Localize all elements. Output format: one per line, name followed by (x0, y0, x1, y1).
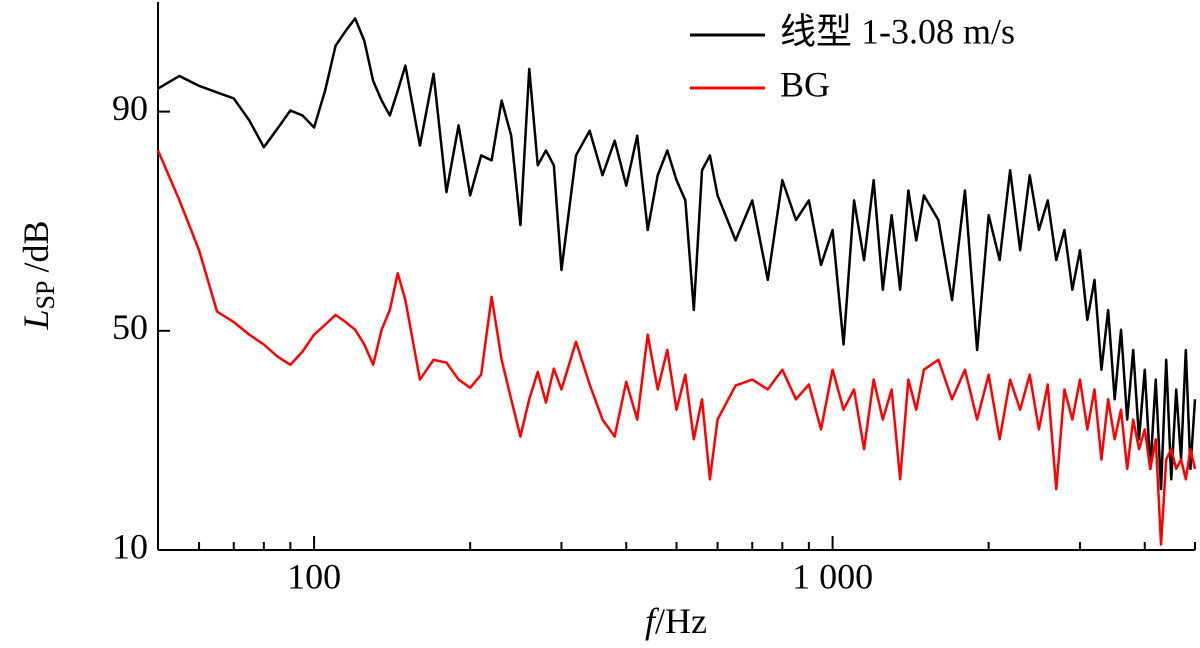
y-label-unit: /dB (16, 221, 56, 273)
legend-label: BG (780, 64, 830, 104)
y-label-subscript: SP (31, 281, 60, 310)
y-tick-label: 90 (112, 88, 148, 128)
x-label-unit: /Hz (655, 601, 707, 641)
y-tick-label: 10 (112, 526, 148, 566)
x-axis-label: f/Hz (645, 601, 707, 641)
y-axis-label: LSP/dB (16, 221, 60, 331)
x-tick-label: 100 (287, 556, 341, 596)
y-tick-label: 50 (112, 307, 148, 347)
legend-label: 线型 1-3.08 m/s (780, 11, 1015, 51)
y-label-symbol: L (16, 309, 56, 330)
series-line (156, 150, 1197, 546)
x-tick-label: 1 000 (792, 556, 873, 596)
series-line (157, 17, 1197, 491)
